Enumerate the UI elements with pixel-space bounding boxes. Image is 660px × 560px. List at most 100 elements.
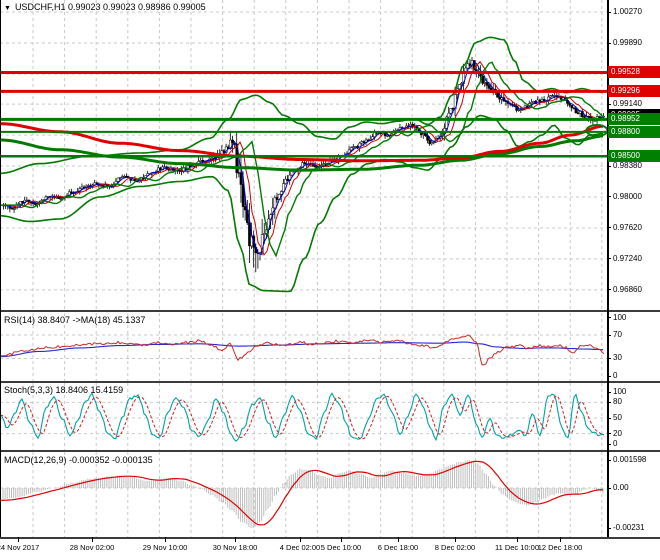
- stoch-k-line: [0, 392, 604, 442]
- price-axis-tick: [607, 289, 611, 291]
- rsi-axis-tick: [607, 334, 611, 336]
- stoch-d-line: [0, 395, 605, 440]
- time-axis-label: 12 Dec 18:00: [537, 543, 583, 552]
- stoch-axis-tick: [607, 417, 611, 419]
- rsi-ma-line: [0, 341, 604, 358]
- candlestick-series: [2, 56, 605, 273]
- time-axis-tick: [560, 537, 561, 542]
- time-axis-tick: [165, 537, 166, 542]
- stoch-axis-tick: [607, 433, 611, 435]
- price-axis-tick: [607, 103, 611, 105]
- vertical-gridlines: [32, 0, 603, 311]
- bollinger-middle-line: [0, 61, 604, 258]
- stoch-indicator-label: Stoch(5,3,3) 18.8406 15.4159: [4, 385, 124, 395]
- price-level-badge-resistance: 0.99528: [608, 66, 660, 79]
- price-axis-label: 0.98380: [613, 161, 642, 171]
- stoch-axis-label: 100: [613, 387, 627, 396]
- stoch-axis-label: 20: [613, 428, 622, 438]
- time-axis-tick: [517, 537, 518, 542]
- stoch-axis-label: 50: [613, 413, 622, 422]
- time-axis-label: 8 Dec 02:00: [434, 543, 476, 552]
- macd-signal-line: [0, 460, 604, 526]
- price-axis-label: 1.00270: [613, 7, 642, 17]
- rsi-axis-label: 100: [613, 312, 627, 322]
- time-axis-label: 29 Nov 10:00: [142, 543, 188, 552]
- rsi-indicator-label: RSI(14) 38.8407 ->MA(18) 45.1337: [4, 315, 146, 325]
- vertical-gridlines: [32, 313, 603, 381]
- time-axis-label: 4 Dec 02:00: [279, 543, 321, 552]
- price-level-badge-resistance: 0.99296: [608, 85, 660, 98]
- time-axis-tick: [300, 537, 301, 542]
- time-axis-label: 30 Nov 18:00: [212, 543, 258, 552]
- rsi-line: [0, 334, 605, 366]
- time-axis-label: 6 Dec 18:00: [377, 543, 419, 552]
- fast-ma-blue-line: [0, 61, 604, 256]
- rsi-axis-label: 30: [613, 353, 622, 363]
- price-axis-tick: [607, 42, 611, 44]
- stoch-pane-canvas[interactable]: [0, 383, 607, 450]
- price-annotation-ellipse[interactable]: [585, 124, 608, 137]
- time-axis-label: 5 Dec 10:00: [320, 543, 362, 552]
- time-axis-tick: [398, 537, 399, 542]
- pane-separator[interactable]: [0, 450, 660, 452]
- main-price-pane[interactable]: [0, 0, 607, 311]
- rsi-axis-tick: [607, 357, 611, 359]
- time-axis-tick: [235, 537, 236, 542]
- stoch-axis-tick: [607, 443, 611, 445]
- support-resistance-lines[interactable]: [0, 70, 607, 158]
- chart-title-symbol: USDCHF,H1: [14, 2, 66, 12]
- rsi-axis-label: 0: [613, 371, 618, 380]
- stoch-axis-label: 80: [613, 397, 622, 407]
- macd-axis-tick: [607, 459, 611, 461]
- time-axis-tick: [341, 537, 342, 542]
- rsi-axis-tick: [607, 375, 611, 377]
- price-axis-label: 0.96860: [613, 284, 642, 294]
- price-level-badge-support: 0.98952: [608, 113, 660, 126]
- price-level-badge-support: 0.98800: [608, 125, 660, 138]
- macd-pane-canvas[interactable]: [0, 452, 607, 537]
- price-axis-tick: [607, 258, 611, 260]
- macd-indicator-label: MACD(12,26,9) -0.000352 -0.000135: [4, 455, 153, 465]
- price-axis-label: 0.98000: [613, 191, 642, 201]
- macd-axis-tick: [607, 527, 611, 529]
- time-axis-label: 24 Nov 2017: [0, 543, 40, 552]
- price-level-badge-support: 0.98500: [608, 150, 660, 163]
- time-axis-tick: [92, 537, 93, 542]
- rsi-pane-canvas[interactable]: [0, 313, 607, 381]
- main-chart-canvas[interactable]: [0, 0, 607, 311]
- stoch-pane[interactable]: [0, 383, 607, 450]
- macd-axis-label: 0.001598: [613, 455, 647, 465]
- macd-pane[interactable]: [0, 452, 607, 537]
- price-axis-label: 0.97620: [613, 222, 642, 232]
- price-axis-tick: [607, 165, 611, 167]
- stoch-axis-label: 0: [613, 439, 618, 448]
- macd-axis-label: 0.00: [613, 483, 629, 492]
- chart-title-ohlc: 0.99023 0.99023 0.98986 0.99005: [67, 2, 206, 12]
- stoch-axis-tick: [607, 401, 611, 403]
- chart-title: ▼ USDCHF,H1 0.99023 0.99023 0.98986 0.990…: [4, 2, 206, 12]
- price-axis-line: [607, 0, 609, 537]
- macd-axis-tick: [607, 487, 611, 489]
- price-axis-label: 0.97240: [613, 253, 642, 263]
- price-axis-tick: [607, 227, 611, 229]
- chart-dropdown-icon[interactable]: ▼: [4, 5, 11, 12]
- pane-separator: [0, 537, 660, 539]
- price-axis-tick: [607, 11, 611, 13]
- rsi-pane[interactable]: [0, 313, 607, 381]
- time-axis-label: 28 Nov 02:00: [69, 543, 115, 552]
- pane-separator[interactable]: [0, 381, 660, 383]
- chart-left-border: [0, 0, 1, 537]
- slow-ma-red-line: [0, 122, 604, 163]
- price-axis-tick: [607, 196, 611, 198]
- rsi-axis-label: 70: [613, 330, 622, 340]
- vertical-gridlines: [32, 383, 603, 450]
- bollinger-lower-line: [0, 114, 604, 293]
- rsi-axis-tick: [607, 317, 611, 318]
- time-axis-tick: [18, 537, 19, 542]
- price-axis-label: 0.99890: [613, 38, 642, 47]
- pane-separator[interactable]: [0, 310, 660, 312]
- stoch-axis-tick: [607, 391, 611, 393]
- price-axis-label: 0.99140: [613, 99, 642, 109]
- time-axis-label: 11 Dec 10:00: [494, 543, 540, 552]
